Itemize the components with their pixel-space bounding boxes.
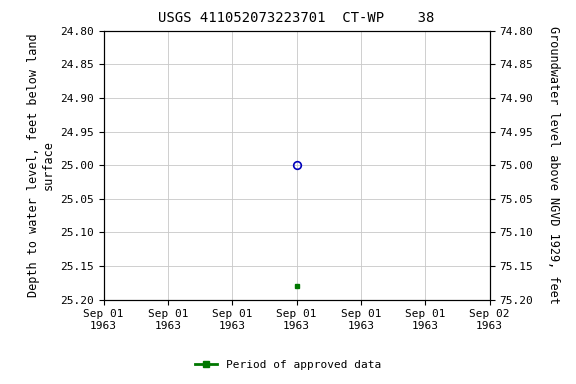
Y-axis label: Depth to water level, feet below land
surface: Depth to water level, feet below land su… (26, 33, 55, 297)
Legend: Period of approved data: Period of approved data (191, 356, 385, 375)
Title: USGS 411052073223701  CT-WP    38: USGS 411052073223701 CT-WP 38 (158, 12, 435, 25)
Y-axis label: Groundwater level above NGVD 1929, feet: Groundwater level above NGVD 1929, feet (547, 26, 560, 304)
